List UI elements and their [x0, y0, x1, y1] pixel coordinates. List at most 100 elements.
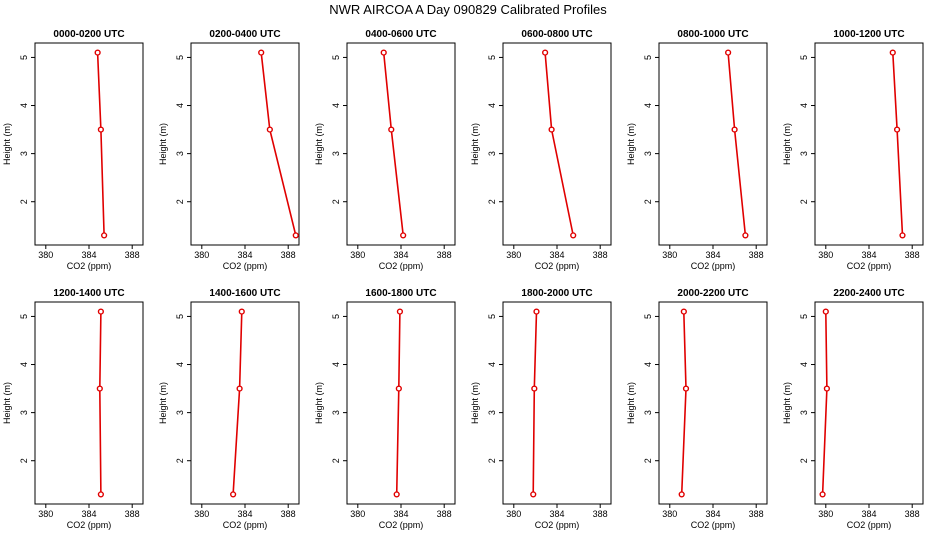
profile-panel: 1000-1200 UTC 380 384 388 2 3 4 5 CO2 (ppm) Heigh… — [782, 29, 924, 271]
x-tick-label: 380 — [506, 250, 521, 260]
y-tick-label: 4 — [19, 362, 29, 367]
y-tick-label: 4 — [643, 362, 653, 367]
page-title: NWR AIRCOA A Day 090829 Calibrated Profi… — [329, 2, 607, 17]
data-point — [823, 385, 830, 392]
profile-line — [232, 311, 243, 495]
panel-title: 0400-0600 UTC — [365, 29, 436, 40]
panel-title: 0200-0400 UTC — [209, 29, 280, 40]
y-tick-label: 4 — [487, 103, 497, 108]
profile-panel: 0200-0400 UTC 380 384 388 2 3 4 5 CO2 (ppm) Heigh… — [158, 29, 300, 271]
x-tick-label: 384 — [549, 509, 564, 519]
x-tick-label: 388 — [281, 509, 296, 519]
x-tick-label: 388 — [593, 250, 608, 260]
profile-panel: 0400-0600 UTC 380 384 388 2 3 4 5 CO2 (ppm) Heigh… — [314, 29, 456, 271]
data-point — [893, 126, 901, 133]
y-tick-label: 2 — [175, 458, 185, 463]
data-point — [731, 126, 738, 133]
panel-title: 1400-1600 UTC — [209, 288, 280, 299]
data-point — [258, 49, 265, 56]
data-point — [542, 49, 549, 56]
profile-line — [821, 311, 828, 495]
y-tick-label: 5 — [487, 55, 497, 60]
data-point — [682, 385, 690, 392]
y-tick-label: 3 — [799, 151, 809, 156]
x-tick-label: 384 — [549, 250, 564, 260]
x-tick-label: 388 — [593, 509, 608, 519]
data-point — [400, 232, 407, 239]
x-tick-label: 388 — [749, 250, 764, 260]
y-tick-label: 5 — [643, 55, 653, 60]
x-axis-label: CO2 (ppm) — [691, 261, 736, 271]
y-tick-label: 5 — [331, 55, 341, 60]
profile-panel: 1200-1400 UTC 380 384 388 2 3 4 5 CO2 (ppm) Heigh… — [2, 288, 144, 530]
y-axis-label: Height (m) — [626, 382, 636, 424]
data-point — [97, 126, 104, 133]
data-point — [570, 232, 577, 239]
plot-frame — [814, 42, 924, 246]
x-axis-label: CO2 (ppm) — [223, 520, 268, 530]
x-axis-label: CO2 (ppm) — [535, 261, 580, 271]
y-tick-label: 3 — [487, 151, 497, 156]
x-tick-label: 388 — [905, 509, 920, 519]
x-tick-label: 380 — [194, 509, 209, 519]
y-tick-label: 3 — [175, 410, 185, 415]
profile-panel: 2200-2400 UTC 380 384 388 2 3 4 5 CO2 (ppm) Heigh… — [782, 288, 924, 530]
x-tick-label: 384 — [81, 250, 96, 260]
y-axis-label: Height (m) — [2, 382, 12, 424]
data-point — [531, 385, 538, 392]
y-axis-label: Height (m) — [314, 382, 324, 424]
y-tick-label: 2 — [331, 199, 341, 204]
x-tick-label: 388 — [125, 509, 140, 519]
y-tick-label: 2 — [799, 458, 809, 463]
x-tick-label: 384 — [393, 509, 408, 519]
x-tick-label: 384 — [393, 250, 408, 260]
panel-title: 0600-0800 UTC — [521, 29, 592, 40]
y-tick-label: 4 — [799, 103, 809, 108]
plot-frame — [190, 42, 300, 246]
data-point — [889, 49, 896, 56]
y-tick-label: 3 — [643, 410, 653, 415]
plot-frame — [814, 301, 924, 505]
data-point — [388, 126, 395, 133]
data-point — [97, 308, 104, 315]
plot-frame — [34, 301, 144, 505]
x-tick-label: 388 — [437, 509, 452, 519]
panel-title: 1000-1200 UTC — [833, 29, 904, 40]
y-tick-label: 3 — [643, 151, 653, 156]
data-point — [292, 232, 299, 239]
x-tick-label: 388 — [125, 250, 140, 260]
y-axis-label: Height (m) — [470, 382, 480, 424]
x-tick-label: 384 — [237, 250, 252, 260]
profile-line — [892, 52, 904, 236]
x-tick-label: 380 — [818, 250, 833, 260]
data-point — [380, 49, 387, 56]
y-tick-label: 5 — [175, 55, 185, 60]
plot-frame — [190, 301, 300, 505]
y-tick-label: 4 — [175, 103, 185, 108]
data-point — [266, 126, 273, 133]
data-point — [678, 491, 685, 498]
profile-panel: 2000-2200 UTC 380 384 388 2 3 4 5 CO2 (ppm) Heigh… — [626, 288, 768, 530]
y-tick-label: 2 — [643, 458, 653, 463]
data-point — [97, 491, 104, 498]
y-axis-label: Height (m) — [782, 123, 792, 165]
data-point — [396, 308, 404, 315]
y-axis-label: Height (m) — [314, 123, 324, 165]
data-point — [742, 232, 749, 239]
y-axis-label: Height (m) — [158, 382, 168, 424]
profile-panel: 0800-1000 UTC 380 384 388 2 3 4 5 CO2 (ppm) Heigh… — [626, 29, 768, 271]
y-tick-label: 3 — [19, 151, 29, 156]
y-tick-label: 3 — [799, 410, 809, 415]
data-point — [393, 491, 400, 498]
x-tick-label: 384 — [705, 509, 720, 519]
y-tick-label: 3 — [331, 410, 341, 415]
data-point — [236, 385, 243, 392]
panel-title: 1200-1400 UTC — [53, 288, 124, 299]
data-point — [395, 385, 402, 392]
x-tick-label: 388 — [905, 250, 920, 260]
x-tick-label: 384 — [237, 509, 252, 519]
plot-frame — [34, 42, 144, 246]
y-tick-label: 2 — [487, 199, 497, 204]
y-axis-label: Height (m) — [782, 382, 792, 424]
x-tick-label: 380 — [818, 509, 833, 519]
